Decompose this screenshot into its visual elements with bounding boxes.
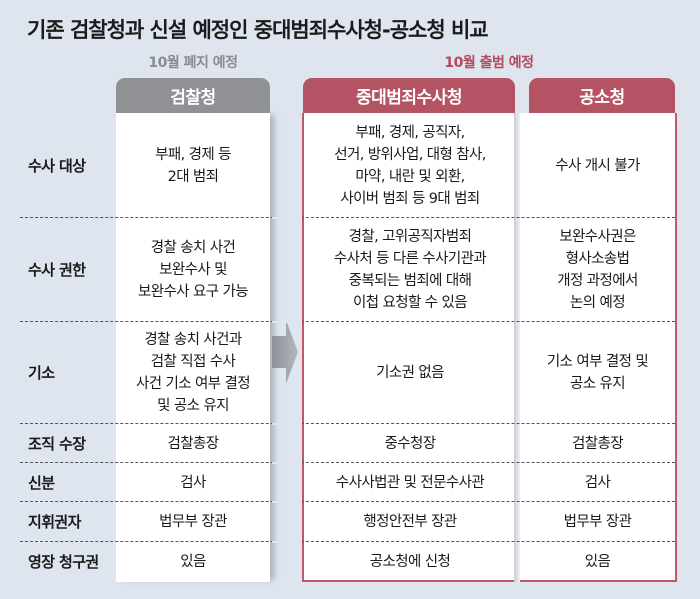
- row-divider: [20, 541, 675, 543]
- arrow-right-icon: [272, 320, 298, 384]
- cell-prosecution: 경찰 송치 사건 보완수사 및 보완수사 요구 가능: [138, 240, 249, 300]
- cell-serious-crimes-agency: 행정안전부 장관: [363, 514, 457, 530]
- row-divider: [20, 321, 675, 323]
- launch-note: 10월 출범 예정: [444, 55, 534, 71]
- cell-prosecution: 검찰총장: [167, 435, 220, 452]
- table-row: 조직 수장 검찰총장 중수청장 검찰총장: [20, 423, 675, 463]
- table-row: 수사 대상 부패, 경제 등 2대 범죄 부패, 경제, 공직자, 선거, 방위사업…: [20, 113, 675, 218]
- row-label: 조직 수장: [28, 434, 86, 453]
- cell-serious-crimes-agency: 경찰, 고위공직자범죄 수사처 등 다른 수사기관과 중복되는 범죄에 대해 이…: [333, 229, 487, 311]
- prosecution-column: [116, 113, 270, 582]
- cell-prosecution: 법무부 장관: [159, 514, 227, 530]
- cell-prosecution: 부패, 경제 등 2대 범죄: [155, 146, 231, 185]
- table-row: 기소 경찰 송치 사건과 검찰 직접 수사 사건 기소 여부 결정 및 공소 유지…: [20, 321, 675, 424]
- row-label: 영장 청구권: [28, 552, 99, 571]
- cell-indictment-agency: 법무부 장관: [563, 514, 632, 530]
- row-label: 신분: [28, 473, 55, 492]
- row-divider: [20, 462, 675, 464]
- header-prosecution: 검찰청: [116, 78, 270, 113]
- cell-indictment-agency: 기소 여부 결정 및 공소 유지: [546, 354, 649, 392]
- cell-serious-crimes-agency: 공소청에 신청: [369, 553, 451, 570]
- cell-prosecution: 있음: [180, 553, 206, 570]
- row-label: 수사 권한: [28, 261, 86, 279]
- table-row: 신분 검사 수사사법관 및 전문수사관 검사: [20, 462, 675, 502]
- page-title: 기존 검찰청과 신설 예정인 중대범죄수사청-공소청 비교: [27, 18, 489, 42]
- cell-prosecution: 경찰 송치 사건과 검찰 직접 수사 사건 기소 여부 결정 및 공소 유지: [136, 332, 251, 414]
- row-divider: [20, 423, 675, 425]
- cell-indictment-agency: 검사: [584, 474, 611, 491]
- cell-indictment-agency: 보완수사권은 형사소송법 개정 과정에서 논의 예정: [557, 229, 638, 311]
- table-row: 수사 권한 경찰 송치 사건 보완수사 및 보완수사 요구 가능 경찰, 고위공직자…: [20, 217, 675, 322]
- row-divider: [20, 501, 675, 503]
- cell-indictment-agency: 있음: [584, 553, 611, 570]
- cell-prosecution: 검사: [180, 474, 206, 491]
- table-row: 영장 청구권 있음 공소청에 신청 있음: [20, 541, 675, 581]
- cell-serious-crimes-agency: 수사사법관 및 전문수사관: [335, 474, 485, 491]
- row-label: 수사 대상: [28, 156, 86, 175]
- cell-indictment-agency: 수사 개시 불가: [555, 157, 640, 174]
- column-divider: [514, 113, 520, 582]
- cell-serious-crimes-agency: 중수청장: [384, 435, 437, 452]
- row-divider: [20, 217, 675, 219]
- new-agencies-column: [302, 113, 677, 582]
- table-row: 지휘권자 법무부 장관 행정안전부 장관 법무부 장관: [20, 501, 675, 542]
- row-label: 지휘권자: [28, 513, 81, 531]
- row-label: 기소: [28, 364, 55, 382]
- cell-indictment-agency: 검찰총장: [572, 435, 624, 452]
- cell-serious-crimes-agency: 기소권 없음: [376, 365, 444, 381]
- cell-serious-crimes-agency: 부패, 경제, 공직자, 선거, 방위사업, 대형 참사, 마약, 내란 및 외…: [334, 124, 486, 207]
- header-serious-crimes-agency: 중대범죄수사청: [303, 78, 515, 113]
- header-indictment-agency: 공소청: [529, 78, 675, 113]
- abolish-note: 10월 폐지 예정: [148, 55, 238, 71]
